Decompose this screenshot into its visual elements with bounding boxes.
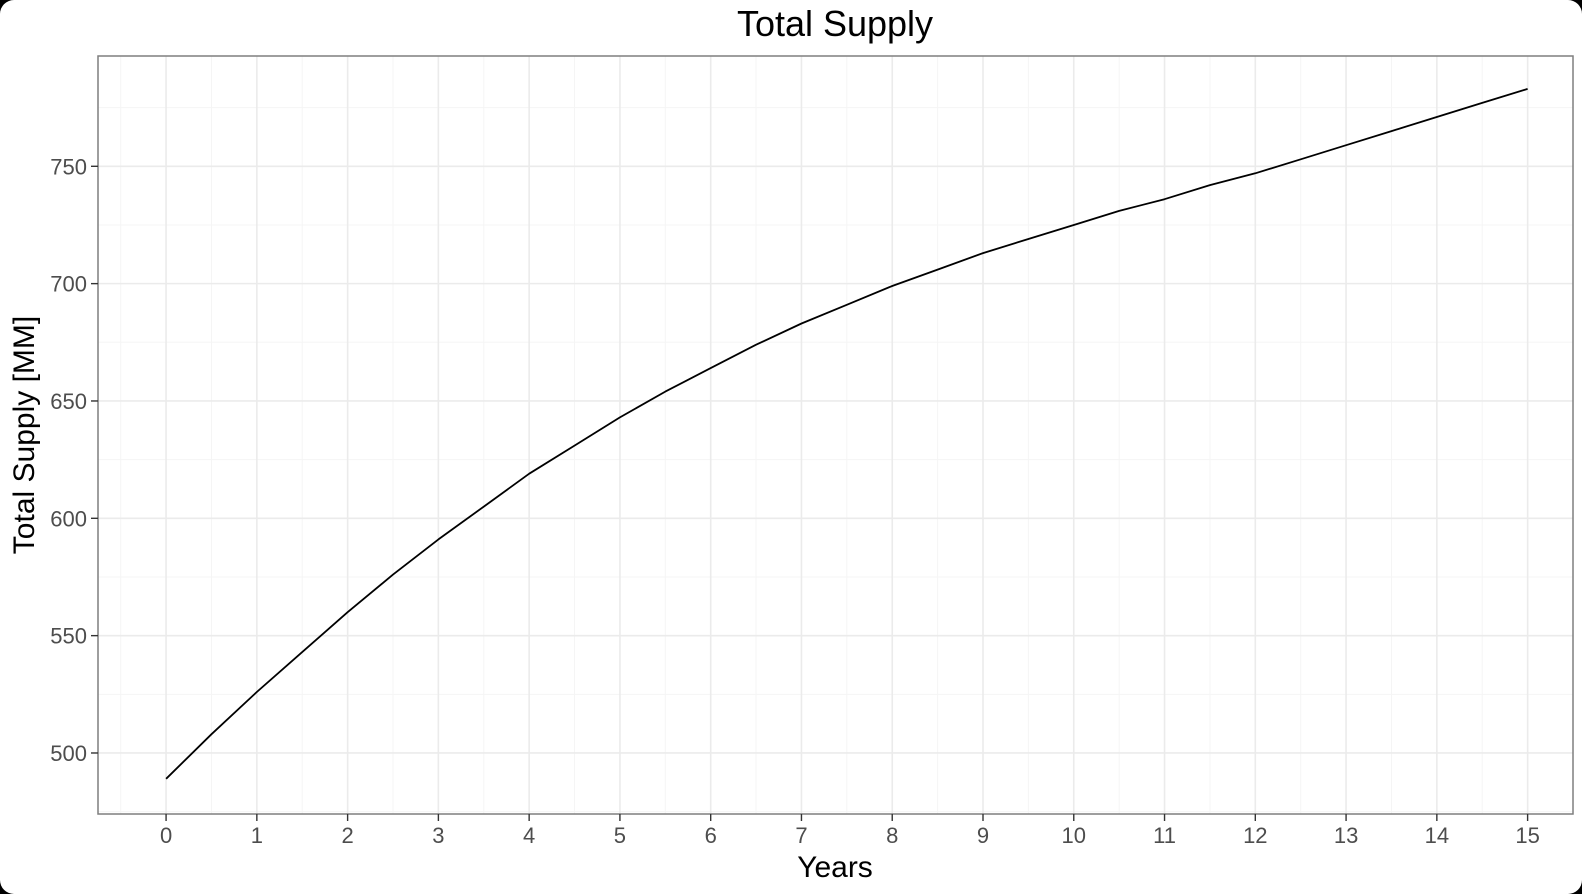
x-tick-label: 9 [977, 823, 989, 848]
plot-panel-border [97, 55, 1574, 815]
y-axis: 500 550 600 650 700 750 [50, 154, 98, 766]
x-tick-label: 15 [1515, 823, 1539, 848]
x-tick-label: 13 [1334, 823, 1358, 848]
series-layer [165, 88, 1528, 780]
x-tick-label: 10 [1062, 823, 1086, 848]
x-tick-label: 12 [1243, 823, 1267, 848]
y-tick-label: 700 [50, 272, 87, 297]
series-line [165, 88, 1528, 780]
y-tick-label: 650 [50, 389, 87, 414]
x-tick-label: 6 [705, 823, 717, 848]
major-gridlines [98, 56, 1573, 814]
y-tick-label: 750 [50, 154, 87, 179]
x-axis: 0 1 2 3 4 5 6 7 8 9 10 11 12 13 14 15 [160, 814, 1540, 848]
y-axis-title: Total Supply [MM] [8, 316, 41, 554]
minor-gridlines [98, 56, 1573, 814]
x-tick-label: 7 [795, 823, 807, 848]
x-tick-label: 3 [432, 823, 444, 848]
y-tick-label: 600 [50, 506, 87, 531]
x-tick-label: 8 [886, 823, 898, 848]
x-tick-label: 4 [523, 823, 535, 848]
x-tick-label: 1 [251, 823, 263, 848]
x-tick-label: 11 [1153, 823, 1176, 848]
x-tick-label: 0 [160, 823, 172, 848]
y-tick-label: 550 [50, 624, 87, 649]
x-tick-label: 2 [341, 823, 353, 848]
x-tick-label: 14 [1425, 823, 1449, 848]
x-axis-title: Years [797, 851, 873, 884]
chart-title: Total Supply [737, 3, 933, 44]
x-tick-label: 5 [614, 823, 626, 848]
y-tick-label: 500 [50, 741, 87, 766]
